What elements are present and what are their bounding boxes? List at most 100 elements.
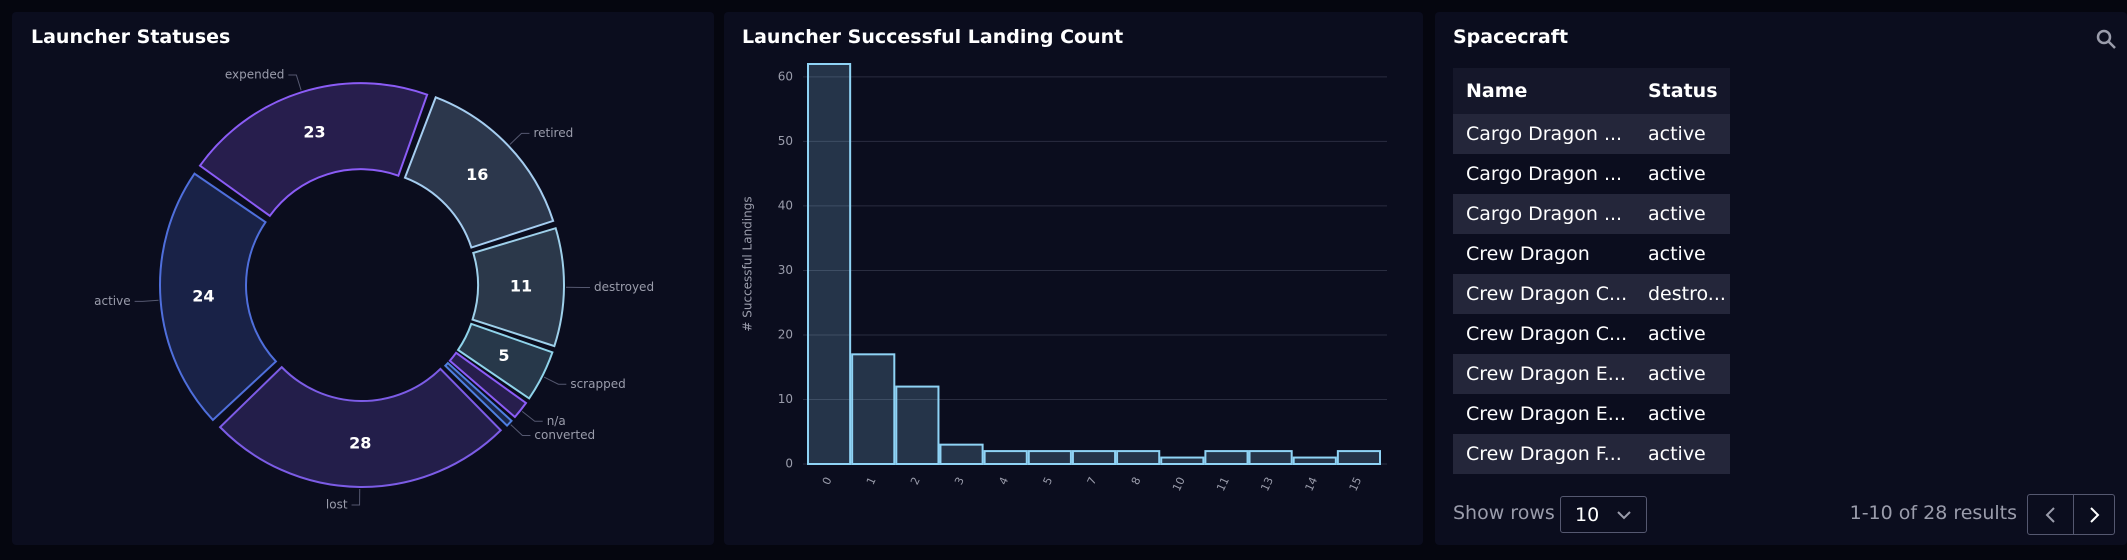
table-cell: Crew Dragon C... xyxy=(1466,323,1628,345)
donut-slice xyxy=(443,361,513,428)
slice-value: 5 xyxy=(498,346,509,365)
y-tick-label: 0 xyxy=(785,457,793,471)
show-rows-label: Show rows xyxy=(1453,502,1555,524)
column-header: Name xyxy=(1453,68,1635,114)
x-tick-label: 3 xyxy=(952,475,967,487)
panel-title: Spacecraft xyxy=(1453,26,1569,48)
table-cell: active xyxy=(1635,194,1730,234)
next-icon xyxy=(2090,507,2100,523)
leader-line xyxy=(521,410,543,422)
table-row[interactable]: Cargo Dragon ... active xyxy=(1453,154,1730,194)
table-row[interactable]: Crew Dragon active xyxy=(1453,234,1730,274)
panel-title: Launcher Successful Landing Count xyxy=(742,26,1124,48)
x-tick-label: 8 xyxy=(1129,475,1144,487)
bar xyxy=(851,353,896,465)
y-axis-label: # Successful Landings xyxy=(741,196,755,331)
x-tick-label: 14 xyxy=(1303,475,1321,493)
bar xyxy=(983,450,1028,465)
column-header: Status xyxy=(1635,68,1730,114)
slice-label: converted xyxy=(534,428,595,442)
table-cell: active xyxy=(1648,403,1706,425)
panel-title: Launcher Statuses xyxy=(31,26,231,48)
table-cell: Crew Dragon F... xyxy=(1453,434,1635,474)
landings-panel: Launcher Successful Landing Count 0 10 20 3… xyxy=(724,12,1423,545)
x-tick-label: 7 xyxy=(1085,475,1100,487)
table-cell: active xyxy=(1635,114,1730,154)
search-icon[interactable] xyxy=(2095,28,2117,50)
donut-slice xyxy=(218,365,503,488)
slice-value: 24 xyxy=(192,286,214,305)
prev-icon xyxy=(2045,507,2055,523)
slice-label: retired xyxy=(533,126,573,140)
header-row: Name Status xyxy=(1453,68,1730,114)
x-tick-label: 5 xyxy=(1041,475,1056,487)
slice-value: 11 xyxy=(510,276,532,295)
table-cell: Crew Dragon xyxy=(1466,243,1590,265)
x-tick-label: 2 xyxy=(908,475,923,487)
leader-line xyxy=(351,488,361,506)
table-cell: Crew Dragon C... xyxy=(1453,274,1635,314)
leader-line xyxy=(134,299,159,302)
bar xyxy=(1292,456,1337,466)
statuses-panel: Launcher Statuses 23 expended 16 retired 11 d… xyxy=(12,12,714,545)
chevron xyxy=(1617,511,1631,520)
bar xyxy=(1071,450,1117,465)
table-row[interactable]: Crew Dragon C... destro... xyxy=(1453,274,1730,314)
bar xyxy=(1160,456,1205,466)
table-row[interactable]: Crew Dragon F... active xyxy=(1453,434,1730,474)
donut-slice xyxy=(159,172,278,422)
x-tick-label: 0 xyxy=(820,475,835,487)
y-tick-label: 10 xyxy=(778,392,793,406)
y-tick-label: 40 xyxy=(778,198,793,212)
donut-slice xyxy=(471,226,565,348)
slice-label: active xyxy=(94,294,130,308)
table-cell: active xyxy=(1635,354,1730,394)
slice-value: 16 xyxy=(466,165,488,184)
bar xyxy=(1336,450,1381,465)
table-row[interactable]: Crew Dragon E... active xyxy=(1453,354,1730,394)
leader-line xyxy=(543,376,567,385)
slice-label: scrapped xyxy=(570,377,625,391)
results-text: 1-10 of 28 results xyxy=(1849,502,2017,524)
leader-line xyxy=(509,132,530,145)
spacecraft-table: Name Status Cargo Dragon ... active Cargo D… xyxy=(1453,68,1730,474)
bar xyxy=(1248,450,1293,465)
table-cell: active xyxy=(1648,243,1706,265)
table-row[interactable]: Crew Dragon E... active xyxy=(1453,394,1730,434)
rows-value: 10 xyxy=(1575,504,1600,526)
x-tick-label: 10 xyxy=(1170,475,1188,493)
table-cell: active xyxy=(1635,434,1730,474)
y-tick-label: 60 xyxy=(778,69,793,83)
table-row[interactable]: Crew Dragon C... active xyxy=(1453,314,1730,354)
prev-button[interactable] xyxy=(2027,494,2074,535)
leader-line xyxy=(510,424,531,437)
slice-label: destroyed xyxy=(594,280,654,294)
table-cell: active xyxy=(1648,323,1706,345)
x-tick-label: 13 xyxy=(1258,475,1276,493)
bar xyxy=(939,443,984,466)
rows-select[interactable]: 10 xyxy=(1560,496,1647,533)
bar-chart: 0 10 20 30 40 50 60 # Successful Landings 0 1 2 3 4 5… xyxy=(741,63,1387,493)
bar xyxy=(807,63,852,465)
table-cell: Crew Dragon E... xyxy=(1453,354,1635,394)
slice-value: 23 xyxy=(303,123,325,142)
slice-label: n/a xyxy=(547,414,566,428)
x-tick-label: 11 xyxy=(1214,475,1232,493)
x-tick-label: 15 xyxy=(1347,475,1365,493)
donut-slice xyxy=(198,82,429,218)
y-tick-label: 20 xyxy=(778,327,793,341)
next-button[interactable] xyxy=(2073,494,2115,535)
donut-slice xyxy=(448,351,528,419)
donut-slice xyxy=(403,96,555,249)
y-tick-label: 50 xyxy=(778,134,793,148)
x-tick-label: 4 xyxy=(996,475,1011,487)
slice-label: lost xyxy=(326,497,348,511)
x-tick-label: 1 xyxy=(864,475,879,487)
table-cell: Cargo Dragon ... xyxy=(1453,194,1635,234)
table-row[interactable]: Cargo Dragon ... active xyxy=(1453,114,1730,154)
slice-value: 28 xyxy=(349,433,371,452)
bar xyxy=(895,385,940,466)
table-row[interactable]: Cargo Dragon ... active xyxy=(1453,194,1730,234)
slice-label: expended xyxy=(225,68,285,82)
